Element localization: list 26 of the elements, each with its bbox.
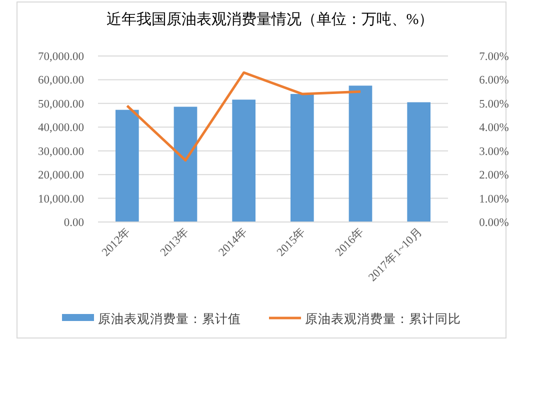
y-tick-label: 40,000.00 (38, 122, 84, 134)
y2-tick-label: 4.00% (479, 122, 510, 134)
y-tick-label: 50,000.00 (38, 98, 84, 110)
line-series (126, 71, 362, 162)
y-tick-label: 60,000.00 (38, 74, 84, 87)
bar (232, 100, 256, 222)
y2-tick-label: 7.00% (479, 51, 510, 63)
legend-label: 原油表观消费量：累计同比 (305, 311, 461, 326)
y-tick-label: 0.00 (64, 217, 84, 229)
y2-tick-label: 0.00% (479, 217, 510, 229)
bar (290, 94, 314, 222)
y2-tick-label: 3.00% (479, 146, 510, 158)
y2-tick-label: 6.00% (479, 74, 510, 87)
chart-title: 近年我国原油表观消费量情况（单位：万吨、%） (106, 11, 434, 28)
y-tick-label: 70,000.00 (38, 51, 84, 63)
y2-tick-label: 1.00% (479, 193, 510, 206)
bar (116, 110, 139, 222)
bar (407, 102, 430, 222)
y-tick-label: 20,000.00 (38, 170, 84, 182)
y-tick-label: 10,000.00 (38, 193, 84, 206)
legend-label: 原油表观消费量：累计值 (98, 311, 241, 326)
y2-tick-label: 2.00% (479, 170, 510, 182)
bar (174, 106, 198, 222)
y2-tick-label: 5.00% (479, 98, 510, 110)
bar (348, 86, 372, 222)
y-tick-label: 30,000.00 (38, 146, 84, 158)
